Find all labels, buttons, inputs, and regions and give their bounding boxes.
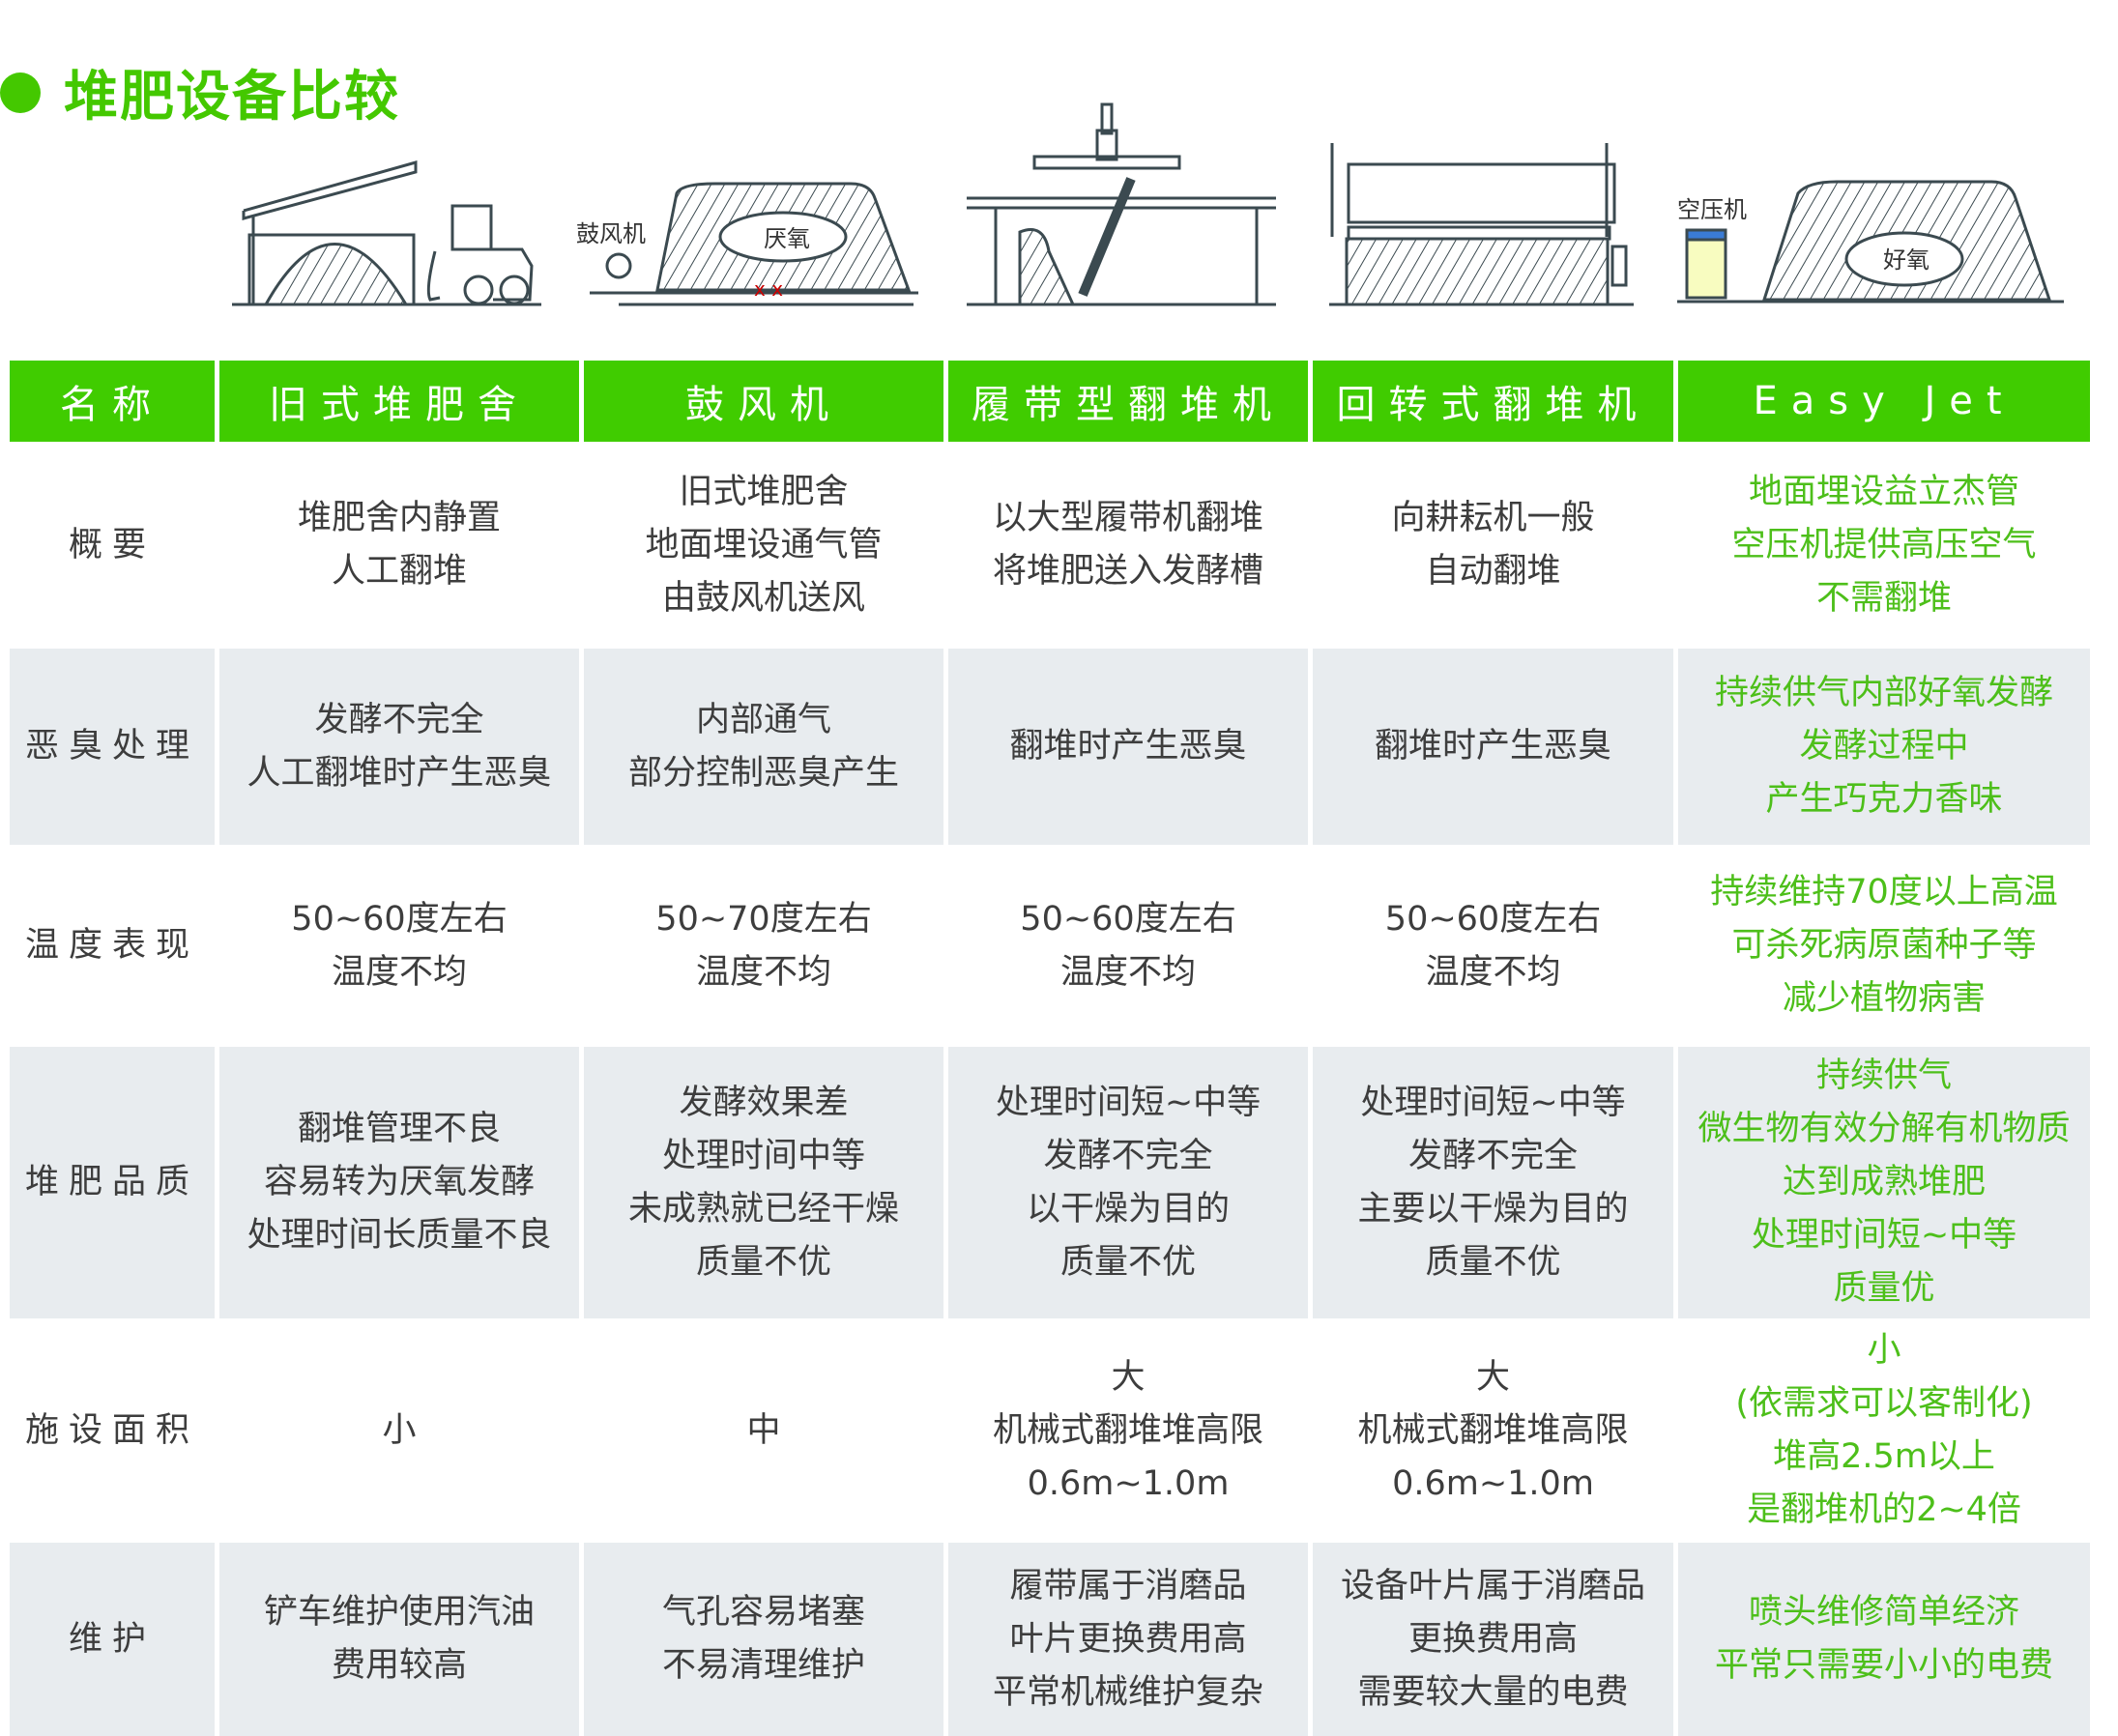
table-cell: 内部通气 部分控制恶臭产生: [584, 649, 943, 845]
blower-illustration: 厌氧 鼓风机 x x: [576, 182, 918, 306]
table-cell: 旧式堆肥舍 地面埋设通气管 由鼓风机送风: [645, 472, 883, 618]
svg-text:空压机: 空压机: [1677, 196, 1747, 223]
row-label: 温度表现: [24, 926, 199, 965]
header-old-shed: 旧式堆肥舍: [219, 361, 579, 442]
equipment-illustrations: 厌氧 鼓风机 x x 好氧 空压机: [232, 102, 2064, 306]
table-cell: 设备叶片属于消磨品 更换费用高 需要较大量的电费: [1313, 1543, 1673, 1736]
bullet-dot-icon: [0, 72, 41, 113]
table-cell: 大 机械式翻堆堆高限 0.6m~1.0m: [992, 1357, 1263, 1503]
table-cell: 50~60度左右 温度不均: [291, 899, 508, 992]
header-easy-jet: Easy Jet: [1678, 361, 2090, 442]
table-cell: 持续供气 微生物有效分解有机物质 达到成熟堆肥 处理时间短~中等 质量优: [1678, 1047, 2090, 1318]
table-cell: 中: [746, 1410, 781, 1450]
table-row: 恶臭处理 发酵不完全 人工翻堆时产生恶臭 内部通气 部分控制恶臭产生 翻堆时产生恶臭翻…: [10, 649, 2090, 845]
header-blower: 鼓风机: [584, 361, 943, 442]
comparison-table: 名称 旧式堆肥舍 鼓风机 履带型翻堆机 回转式翻堆机 Easy Jet 概要堆肥…: [5, 361, 2095, 1736]
table-cell: 小: [382, 1410, 417, 1450]
svg-text:鼓风机: 鼓风机: [576, 220, 646, 247]
table-header-row: 名称 旧式堆肥舍 鼓风机 履带型翻堆机 回转式翻堆机 Easy Jet: [10, 361, 2090, 442]
table-cell: 气孔容易堵塞 不易清理维护: [584, 1543, 943, 1736]
crawler-turner-illustration: [967, 102, 1276, 306]
table-cell: 地面埋设益立杰管 空压机提供高压空气 不需翻堆: [1731, 472, 2037, 618]
table-row: 概要 堆肥舍内静置 人工翻堆 旧式堆肥舍 地面埋设通气管 由鼓风机送风 以大型履带机翻…: [10, 442, 2090, 649]
header-name: 名称: [10, 361, 215, 442]
header-crawler-turner: 履带型翻堆机: [948, 361, 1308, 442]
table-cell: 向耕耘机一般 自动翻堆: [1391, 499, 1595, 591]
rotary-turner-illustration: [1329, 143, 1634, 306]
old-compost-shed-illustration: [232, 160, 541, 306]
table-cell: 发酵效果差 处理时间中等 未成熟就已经干燥 质量不优: [584, 1047, 943, 1318]
svg-text:x x: x x: [754, 277, 783, 301]
svg-text:好氧: 好氧: [1883, 246, 1929, 274]
table-cell: 翻堆时产生恶臭: [1313, 649, 1673, 845]
table-row: 堆肥品质 翻堆管理不良 容易转为厌氧发酵 处理时间长质量不良 发酵效果差 处理时间中…: [10, 1047, 2090, 1318]
table-cell: 小 (依需求可以客制化) 堆高2.5m以上 是翻堆机的2~4倍: [1735, 1331, 2033, 1529]
svg-text:厌氧: 厌氧: [764, 225, 810, 252]
table-cell: 持续维持70度以上高温 可杀死病原菌种子等 减少植物病害: [1710, 873, 2058, 1018]
table-cell: 翻堆管理不良 容易转为厌氧发酵 处理时间长质量不良: [219, 1047, 579, 1318]
table-cell: 处理时间短~中等 发酵不完全 以干燥为目的 质量不优: [948, 1047, 1308, 1318]
table-cell: 堆肥舍内静置 人工翻堆: [297, 499, 501, 591]
table-cell: 50~60度左右 温度不均: [1020, 899, 1236, 992]
table-cell: 铲车维护使用汽油 费用较高: [219, 1543, 579, 1736]
table-cell: 发酵不完全 人工翻堆时产生恶臭: [219, 649, 579, 845]
table-cell: 以大型履带机翻堆 将堆肥送入发酵槽: [992, 499, 1263, 591]
row-label: 堆肥品质: [10, 1047, 215, 1318]
row-label: 维护: [10, 1543, 215, 1736]
table-cell: 大 机械式翻堆堆高限 0.6m~1.0m: [1357, 1357, 1629, 1503]
table-cell: 喷头维修简单经济 平常只需要小小的电费: [1678, 1543, 2090, 1736]
table-cell: 持续供气内部好氧发酵 发酵过程中 产生巧克力香味: [1678, 649, 2090, 845]
header-rotary-turner: 回转式翻堆机: [1313, 361, 1673, 442]
table-cell: 50~60度左右 温度不均: [1384, 899, 1602, 992]
table-cell: 翻堆时产生恶臭: [948, 649, 1308, 845]
row-label: 概要: [68, 525, 156, 564]
table-row: 施设面积 小 中 大 机械式翻堆堆高限 0.6m~1.0m 大 机械式翻堆堆高限 0.6…: [10, 1318, 2090, 1543]
table-row: 温度表现 50~60度左右 温度不均 50~70度左右 温度不均 50~60度左右 温…: [10, 845, 2090, 1047]
row-label: 恶臭处理: [10, 649, 215, 845]
table-row: 维护 铲车维护使用汽油 费用较高 气孔容易堵塞 不易清理维护 履带属于消磨品 叶片更换…: [10, 1543, 2090, 1736]
row-label: 施设面积: [24, 1410, 199, 1450]
table-cell: 履带属于消磨品 叶片更换费用高 平常机械维护复杂: [948, 1543, 1308, 1736]
easy-jet-illustration: 好氧 空压机: [1677, 180, 2064, 304]
page-title-text: 堆肥设备比较: [64, 66, 400, 129]
table-cell: 处理时间短~中等 发酵不完全 主要以干燥为目的 质量不优: [1313, 1047, 1673, 1318]
page-title: 堆肥设备比较: [0, 53, 400, 131]
table-cell: 50~70度左右 温度不均: [655, 899, 872, 992]
